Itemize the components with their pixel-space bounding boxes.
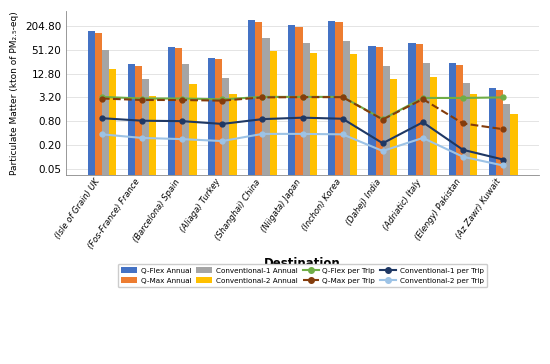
Bar [470,95,477,364]
Bar [376,47,383,364]
Bar [135,66,142,364]
Bar [288,25,295,364]
Bar [390,79,397,364]
X-axis label: Destination: Destination [264,257,341,270]
Legend: Q-Flex Annual, Q-Max Annual, Conventional-1 Annual, Conventional-2 Annual, Q-Fle: Q-Flex Annual, Q-Max Annual, Conventiona… [118,264,487,287]
Bar [215,59,222,364]
Bar [128,64,135,364]
Bar [423,63,430,364]
Bar [142,79,149,364]
Bar [95,33,102,364]
Bar [430,77,437,364]
Bar [109,69,117,364]
Bar [229,95,236,364]
Bar [302,43,310,364]
Bar [448,63,456,364]
Bar [87,31,95,364]
Bar [488,88,496,364]
Bar [189,84,196,364]
Bar [262,39,270,364]
Bar [463,83,470,364]
Bar [310,54,317,364]
Bar [350,54,357,364]
Bar [255,22,262,364]
Bar [168,47,175,364]
Y-axis label: Particulate Matter (kton of PM₂.₅-eq): Particulate Matter (kton of PM₂.₅-eq) [10,11,19,175]
Bar [328,21,336,364]
Bar [456,65,463,364]
Bar [182,64,189,364]
Bar [248,20,255,364]
Bar [510,114,518,364]
Bar [270,51,277,364]
Bar [503,104,510,364]
Bar [295,27,303,364]
Bar [416,44,423,364]
Bar [496,91,503,364]
Bar [368,46,376,364]
Bar [336,23,343,364]
Bar [222,78,229,364]
Bar [383,66,390,364]
Bar [208,58,215,364]
Bar [175,48,182,364]
Bar [102,50,109,364]
Bar [343,41,350,364]
Bar [409,43,416,364]
Bar [149,96,157,364]
